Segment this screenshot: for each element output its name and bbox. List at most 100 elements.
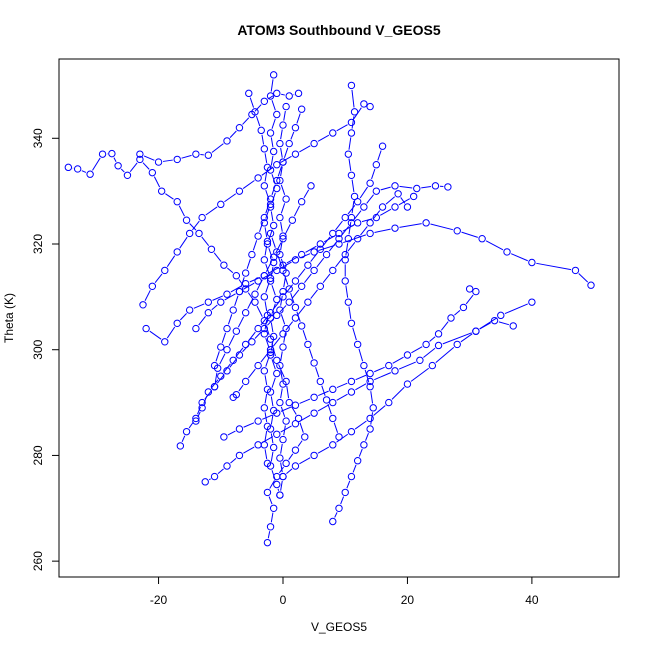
data-point — [140, 302, 146, 308]
data-point — [302, 434, 308, 440]
x-tick-label: -20 — [150, 593, 168, 607]
series-segment — [248, 369, 255, 378]
series-segment — [349, 159, 351, 171]
series-segment — [284, 333, 286, 343]
series-segment — [355, 421, 366, 429]
series-segment — [349, 137, 351, 149]
series-segment — [353, 465, 356, 472]
series-segment — [337, 394, 348, 400]
series-segment — [163, 160, 173, 161]
data-point — [367, 180, 373, 186]
data-point — [270, 72, 276, 78]
series-segment — [271, 415, 273, 425]
data-point — [336, 434, 342, 440]
series-segment — [271, 452, 273, 462]
series-segment — [271, 79, 273, 91]
data-point — [124, 172, 130, 178]
data-point — [252, 299, 258, 305]
series-segment — [335, 512, 337, 517]
data-point — [236, 426, 242, 432]
series-segment — [194, 304, 204, 308]
data-point — [311, 140, 317, 146]
data-point — [87, 171, 93, 177]
series-segment — [145, 290, 150, 300]
data-point — [323, 397, 329, 403]
data-point — [199, 214, 205, 220]
data-point — [196, 230, 202, 236]
series-segment — [257, 280, 262, 290]
data-point — [270, 444, 276, 450]
series-segment — [348, 242, 355, 251]
series-segment — [268, 267, 279, 273]
series-segment — [372, 169, 375, 179]
data-point — [479, 236, 485, 242]
data-point — [208, 246, 214, 252]
series-segment — [222, 333, 225, 343]
data-point — [205, 152, 211, 158]
data-point — [342, 278, 348, 284]
data-point — [270, 505, 276, 511]
series-segment — [466, 295, 473, 304]
series-segment — [272, 100, 275, 110]
data-point — [261, 146, 267, 152]
series-segment — [285, 224, 290, 234]
series-segment — [371, 391, 373, 403]
data-point — [255, 325, 261, 331]
series-segment — [228, 314, 231, 324]
data-point — [473, 288, 479, 294]
data-point — [292, 278, 298, 284]
data-point — [177, 443, 183, 449]
data-point — [155, 159, 161, 165]
data-point — [193, 151, 199, 157]
x-tick-label: 20 — [401, 593, 415, 607]
data-point — [330, 518, 336, 524]
data-point — [361, 101, 367, 107]
series-segment — [228, 431, 236, 435]
data-point — [435, 331, 441, 337]
data-point — [367, 220, 373, 226]
data-point — [392, 225, 398, 231]
data-point — [423, 220, 429, 226]
data-point — [186, 230, 192, 236]
data-point — [74, 166, 80, 172]
series-segment — [265, 301, 267, 311]
data-point — [277, 214, 283, 220]
data-point — [174, 156, 180, 162]
data-point — [330, 399, 336, 405]
series-segment — [271, 137, 273, 147]
series-segment — [272, 119, 275, 129]
data-point — [386, 399, 392, 405]
data-point — [330, 267, 336, 273]
data-point — [323, 251, 329, 257]
series-segment — [286, 469, 292, 474]
series-segment — [180, 313, 186, 320]
series-segment — [224, 194, 235, 202]
series-segment — [154, 177, 159, 187]
series-segment — [281, 407, 284, 417]
series-segment — [230, 131, 236, 138]
series-segment — [303, 330, 306, 340]
data-point — [261, 442, 267, 448]
series-segment — [272, 470, 275, 480]
data-point — [261, 183, 267, 189]
series-segment — [337, 125, 348, 131]
series-segment — [92, 158, 100, 170]
data-point — [367, 415, 373, 421]
data-point — [158, 188, 164, 194]
series-segment — [192, 221, 199, 230]
data-point — [361, 362, 367, 368]
series-segment — [144, 156, 154, 160]
series-segment — [247, 259, 250, 269]
series-segment — [130, 163, 137, 172]
data-point — [274, 90, 280, 96]
data-point — [277, 399, 283, 405]
data-point — [267, 130, 273, 136]
data-point — [298, 283, 304, 289]
series-segment — [298, 441, 302, 447]
data-series — [330, 82, 377, 524]
series-segment — [220, 354, 225, 364]
data-point — [379, 143, 385, 149]
data-point — [361, 204, 367, 210]
series-segment — [346, 285, 348, 297]
